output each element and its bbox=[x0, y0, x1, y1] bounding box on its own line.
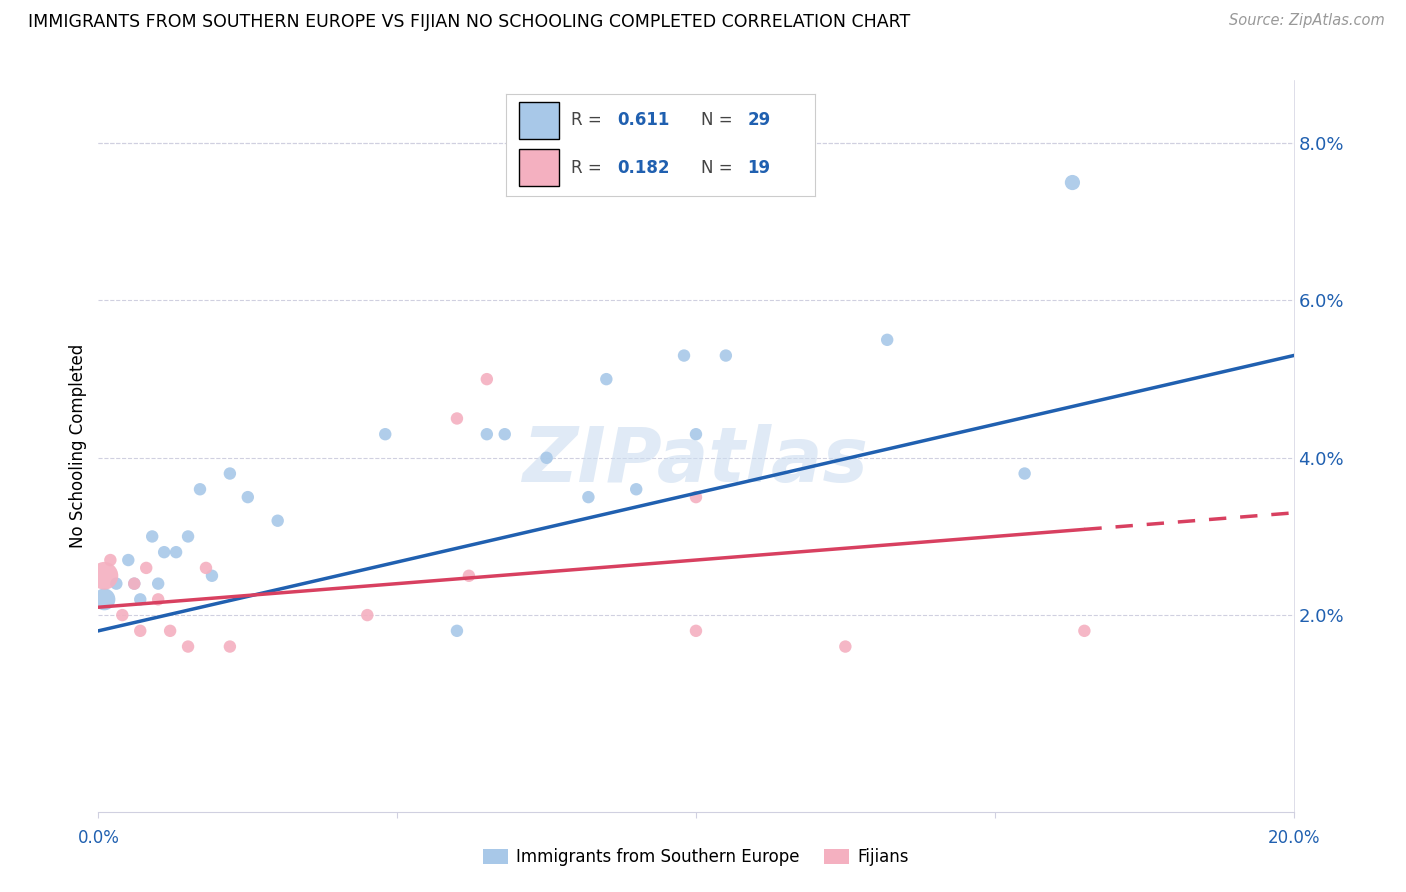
Point bbox=[124, 576, 146, 591]
Text: ZIPatlas: ZIPatlas bbox=[523, 424, 869, 498]
Point bbox=[267, 514, 290, 528]
Point bbox=[685, 490, 707, 504]
Point bbox=[356, 608, 378, 623]
Point bbox=[236, 490, 259, 504]
Point bbox=[93, 568, 115, 582]
Point bbox=[219, 640, 242, 654]
Point bbox=[834, 640, 856, 654]
Text: Source: ZipAtlas.com: Source: ZipAtlas.com bbox=[1229, 13, 1385, 29]
Point bbox=[494, 427, 516, 442]
Point bbox=[141, 529, 163, 543]
Point bbox=[177, 529, 200, 543]
Point bbox=[374, 427, 396, 442]
Point bbox=[1062, 176, 1084, 190]
Text: N =: N = bbox=[702, 159, 738, 177]
Point bbox=[673, 349, 696, 363]
Point bbox=[177, 640, 200, 654]
Point bbox=[124, 576, 146, 591]
Text: N =: N = bbox=[702, 112, 738, 129]
Point bbox=[595, 372, 617, 386]
FancyBboxPatch shape bbox=[519, 102, 558, 139]
Point bbox=[446, 411, 468, 425]
Point bbox=[159, 624, 181, 638]
Point bbox=[219, 467, 242, 481]
Point bbox=[685, 427, 707, 442]
Text: IMMIGRANTS FROM SOUTHERN EUROPE VS FIJIAN NO SCHOOLING COMPLETED CORRELATION CHA: IMMIGRANTS FROM SOUTHERN EUROPE VS FIJIA… bbox=[28, 13, 910, 31]
Point bbox=[876, 333, 898, 347]
Point bbox=[475, 372, 498, 386]
Text: 29: 29 bbox=[748, 112, 770, 129]
Text: 0.0%: 0.0% bbox=[77, 829, 120, 847]
Text: 20.0%: 20.0% bbox=[1267, 829, 1320, 847]
Point bbox=[194, 561, 218, 575]
Point bbox=[153, 545, 176, 559]
Point bbox=[446, 624, 468, 638]
Point bbox=[148, 592, 170, 607]
Y-axis label: No Schooling Completed: No Schooling Completed bbox=[69, 344, 87, 548]
FancyBboxPatch shape bbox=[519, 149, 558, 186]
Point bbox=[129, 592, 152, 607]
Point bbox=[188, 482, 211, 496]
Text: 0.182: 0.182 bbox=[617, 159, 671, 177]
Point bbox=[93, 592, 115, 607]
Point bbox=[578, 490, 600, 504]
Point bbox=[685, 624, 707, 638]
Point bbox=[624, 482, 647, 496]
Point bbox=[117, 553, 139, 567]
Point bbox=[148, 576, 170, 591]
Point bbox=[536, 450, 558, 465]
Point bbox=[111, 608, 134, 623]
Point bbox=[98, 553, 122, 567]
Text: 0.611: 0.611 bbox=[617, 112, 669, 129]
Point bbox=[135, 561, 157, 575]
Point bbox=[129, 624, 152, 638]
Point bbox=[201, 568, 224, 582]
Point bbox=[458, 568, 481, 582]
Text: R =: R = bbox=[571, 112, 607, 129]
Legend: Immigrants from Southern Europe, Fijians: Immigrants from Southern Europe, Fijians bbox=[477, 841, 915, 873]
Point bbox=[1014, 467, 1036, 481]
Point bbox=[105, 576, 128, 591]
Text: 19: 19 bbox=[748, 159, 770, 177]
Point bbox=[165, 545, 187, 559]
Point bbox=[714, 349, 737, 363]
Text: R =: R = bbox=[571, 159, 607, 177]
Point bbox=[475, 427, 498, 442]
Point bbox=[1073, 624, 1095, 638]
